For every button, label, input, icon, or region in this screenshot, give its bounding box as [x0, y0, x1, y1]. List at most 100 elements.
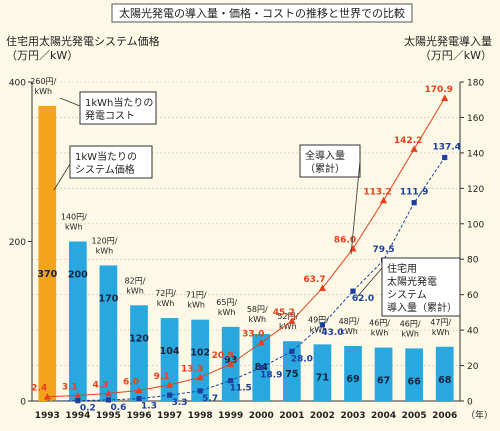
- residential-point: [136, 396, 142, 402]
- price-value-label: 69: [346, 374, 359, 385]
- total-point: [349, 244, 357, 252]
- residential-point: [350, 288, 356, 294]
- price-value-label: 370: [37, 269, 57, 280]
- residential-callout-text: システム: [387, 289, 427, 301]
- right-tick-label: 60: [467, 291, 479, 301]
- price-value-label: 93: [224, 355, 237, 366]
- residential-point: [75, 398, 81, 404]
- right-tick-label: 80: [467, 256, 479, 266]
- residential-callout-text: 導入量（累計）: [387, 301, 457, 314]
- residential-value-label: 1.3: [141, 402, 157, 412]
- total-value-label: 4.3: [92, 380, 108, 390]
- title-group: 太陽光発電の導入量・価格・コストの推移と世界での比較: [111, 3, 413, 23]
- residential-point: [105, 397, 112, 403]
- total-point: [410, 145, 418, 152]
- price-bar: [374, 347, 393, 401]
- residential-point: [442, 154, 448, 161]
- x-tick-label: 1998: [188, 411, 213, 421]
- total-point: [257, 338, 265, 346]
- residential-line: [47, 157, 446, 402]
- residential-value-label: 0.6: [110, 403, 126, 413]
- left-tick-label: 200: [9, 238, 26, 248]
- price-bar: [130, 305, 148, 401]
- title-box: [111, 3, 413, 23]
- residential-callout-pointer: [356, 267, 383, 298]
- price-bar: [405, 348, 424, 401]
- right-tick-label: 120: [467, 185, 484, 195]
- residential-value-label: 5.7: [202, 394, 218, 404]
- left-axis-label: （万円／kW）: [6, 49, 78, 62]
- right-tick-label: 20: [467, 362, 479, 372]
- total-point: [43, 393, 51, 400]
- total-point: [379, 196, 388, 204]
- right-tick-label: 180: [467, 79, 484, 89]
- x-tick-label: 1993: [35, 411, 60, 421]
- price-value-label: 71: [316, 372, 329, 383]
- total-callout-text: 全導入量: [305, 149, 345, 162]
- residential-value-label: 11.5: [230, 384, 252, 394]
- residential-value-label: 18.9: [260, 371, 282, 381]
- residential-point: [166, 392, 173, 398]
- price-value-label: 120: [129, 333, 149, 344]
- price-bar: [435, 346, 454, 401]
- total-line: [47, 97, 446, 398]
- cost-label: 65円/: [216, 298, 237, 307]
- cost-label: 49円/: [308, 315, 329, 324]
- residential-value-label: 43.0: [321, 328, 343, 338]
- total-value-label: 113.2: [363, 187, 391, 197]
- cost-label: kWh: [157, 299, 175, 308]
- right-axis-label: （万円／kW）: [420, 49, 492, 62]
- residential-point: [228, 378, 234, 384]
- price-value-label: 200: [68, 270, 88, 281]
- price-bar: [160, 318, 179, 401]
- cost-label: kWh: [401, 329, 419, 338]
- residential-point: [258, 364, 264, 371]
- left-tick-label: 0: [20, 398, 26, 408]
- cost-label: 140円/: [61, 213, 87, 222]
- total-point: [441, 94, 449, 102]
- price-bar: [344, 345, 362, 401]
- x-tick-label: 2003: [340, 411, 365, 421]
- residential-value-label: 62.0: [352, 294, 374, 304]
- residential-point: [197, 388, 203, 394]
- cost-label: kWh: [65, 223, 83, 232]
- total-value-label: 9.1: [154, 372, 170, 382]
- cost-label: 52円/: [277, 312, 298, 321]
- cost-label: 58円/: [247, 305, 268, 314]
- total-point: [288, 317, 296, 324]
- residential-value-label: 137.4: [432, 142, 460, 152]
- cost-callout: [79, 91, 157, 125]
- total-point: [318, 284, 327, 291]
- total-point: [227, 360, 235, 367]
- price-value-label: 170: [99, 293, 119, 304]
- left-tick-label: 400: [9, 79, 26, 89]
- price-callout-text: システム価格: [75, 163, 135, 176]
- residential-point: [289, 348, 295, 354]
- residential-callout: [381, 257, 461, 317]
- total-value-label: 45.2: [273, 308, 295, 318]
- total-point: [165, 381, 174, 388]
- price-bar: [68, 241, 87, 401]
- total-value-label: 170.9: [424, 85, 452, 95]
- x-tick-label: 2001: [279, 411, 304, 421]
- cost-label: kWh: [248, 315, 266, 324]
- price-bar: [38, 105, 57, 402]
- price-bar: [282, 341, 301, 401]
- cost-label: kWh: [218, 308, 236, 317]
- residential-callout-text: 太陽光発電: [387, 275, 437, 288]
- total-callout-pointer: [350, 160, 361, 255]
- residential-value-label: 0.2: [80, 404, 96, 414]
- total-value-label: 6.0: [123, 377, 139, 387]
- cost-label: kWh: [34, 87, 52, 96]
- price-callout: [69, 145, 153, 179]
- cost-label: kWh: [310, 325, 328, 334]
- x-tick-label: 1997: [157, 411, 182, 421]
- cost-label: 82円/: [125, 276, 146, 285]
- residential-callout-text: 住宅用: [387, 262, 417, 275]
- total-value-label: 142.2: [394, 136, 422, 146]
- total-value-label: 33.0: [242, 330, 264, 340]
- x-tick-label: 2002: [310, 411, 335, 421]
- total-value-label: 20.9: [212, 351, 234, 361]
- total-value-label: 63.7: [303, 275, 325, 285]
